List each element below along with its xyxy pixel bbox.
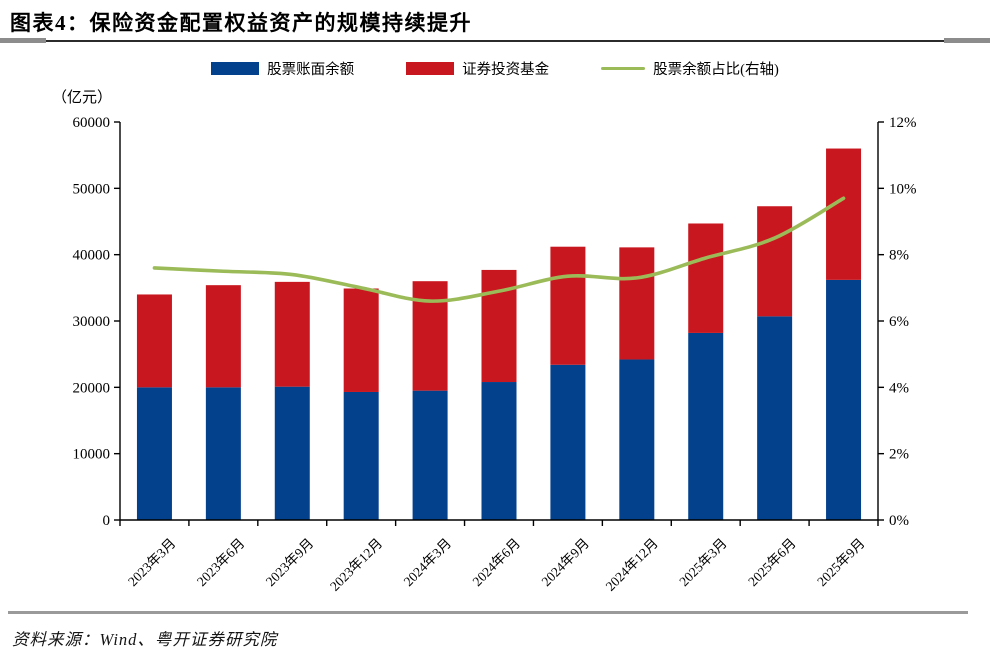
bar-stock-balance	[688, 332, 724, 520]
share-line	[152, 196, 846, 303]
bar-stock-balance	[619, 359, 655, 520]
bar-securities-fund	[412, 281, 448, 391]
bar-stock-balance	[274, 386, 310, 520]
chart-title: 图表4：保险资金配置权益资产的规模持续提升	[10, 11, 472, 35]
x-axis-label: 2023年6月	[194, 536, 248, 590]
title-divider-cap-left	[0, 38, 46, 43]
bar-securities-fund	[274, 281, 310, 387]
title-divider-cap-right	[944, 38, 990, 43]
bar-stock-balance	[136, 387, 172, 520]
x-axis-label: 2024年9月	[538, 536, 592, 590]
bar-stock-balance	[412, 390, 448, 520]
bar-securities-fund	[619, 247, 655, 360]
left-axis-tick-label: 20000	[73, 380, 111, 396]
bar-securities-fund	[343, 288, 379, 392]
x-axis-label: 2025年9月	[814, 536, 868, 590]
x-axis-label: 2023年9月	[263, 536, 317, 590]
x-axis-label: 2025年6月	[745, 536, 799, 590]
right-axis-tick-label: 2%	[889, 447, 909, 463]
left-axis-tick-label: 0	[103, 513, 111, 529]
bar-stock-balance	[550, 364, 586, 520]
bar-stock-balance	[205, 387, 241, 520]
footer-divider	[8, 611, 968, 614]
title-divider	[0, 40, 990, 42]
left-axis-tick-label: 10000	[73, 447, 111, 463]
x-axis-label: 2024年3月	[401, 536, 455, 590]
chart-legend: 股票账面余额 证券投资基金 股票余额占比(右轴)	[0, 58, 990, 79]
legend-item-stock-balance: 股票账面余额	[211, 58, 354, 79]
legend-swatch-blue	[211, 62, 260, 75]
x-axis-label: 2024年12月	[603, 536, 661, 594]
source-note: 资料来源：Wind、粤开证券研究院	[12, 630, 278, 649]
bar-stock-balance	[826, 279, 862, 520]
bar-securities-fund	[757, 206, 793, 317]
x-axis-label: 2025年3月	[676, 536, 730, 590]
x-axis-label: 2024年6月	[470, 536, 524, 590]
legend-label: 股票余额占比(右轴)	[653, 62, 779, 78]
right-axis-tick-label: 8%	[889, 248, 909, 264]
legend-item-securities-fund: 证券投资基金	[406, 58, 549, 79]
right-axis-tick-label: 10%	[889, 181, 917, 197]
right-axis-tick-label: 12%	[889, 115, 917, 131]
left-axis-tick-label: 40000	[73, 248, 111, 264]
bar-stock-balance	[481, 382, 517, 520]
right-axis-tick-label: 0%	[889, 513, 909, 529]
bar-securities-fund	[550, 246, 586, 365]
bar-securities-fund	[136, 294, 172, 388]
left-axis-tick-label: 30000	[73, 314, 111, 330]
bar-stock-balance	[343, 391, 379, 520]
left-axis-unit-label: （亿元）	[52, 90, 113, 106]
right-axis-tick-label: 6%	[889, 314, 909, 330]
legend-label: 证券投资基金	[462, 62, 550, 78]
x-axis-label: 2023年3月	[125, 536, 179, 590]
bar-securities-fund	[205, 285, 241, 388]
x-axis-label: 2023年12月	[327, 536, 385, 594]
bar-stock-balance	[757, 316, 793, 520]
bar-securities-fund	[688, 223, 724, 333]
right-axis-tick-label: 4%	[889, 380, 909, 396]
legend-swatch-red	[406, 62, 455, 75]
bar-securities-fund	[826, 148, 862, 280]
legend-swatch-green-line	[601, 66, 646, 71]
legend-item-stock-share: 股票余额占比(右轴)	[601, 58, 779, 79]
left-axis-tick-label: 60000	[73, 115, 111, 131]
legend-label: 股票账面余额	[267, 62, 355, 78]
left-axis-tick-label: 50000	[73, 181, 111, 197]
